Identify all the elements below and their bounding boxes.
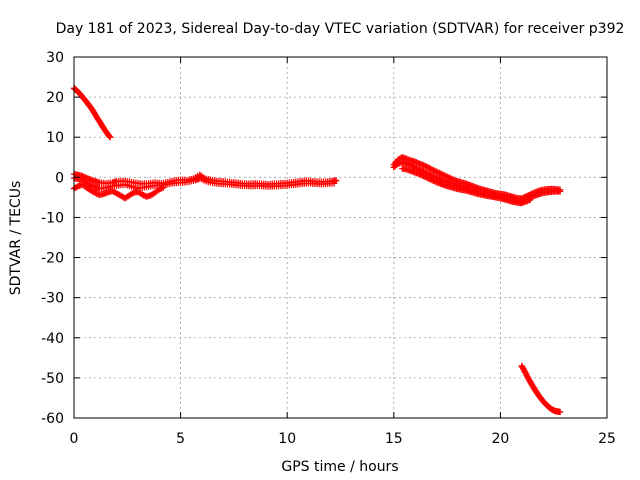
data-point — [404, 160, 412, 168]
y-tick-label: 10 — [46, 130, 64, 146]
axis-ticks: -60 -50 -40 -30 -20 -10 0 10 20 30 0 5 10 15 20 25 — [41, 50, 616, 447]
data-point — [423, 163, 430, 170]
data-point — [93, 190, 100, 197]
x-tick-label: 10 — [278, 431, 296, 447]
data-point — [139, 191, 146, 198]
y-tick-label: 0 — [55, 170, 64, 186]
data-point — [427, 176, 434, 183]
data-point — [417, 171, 425, 178]
data-point — [419, 172, 426, 179]
data-point — [424, 174, 432, 182]
data-point — [156, 186, 163, 193]
data-point — [107, 134, 114, 141]
data-point — [420, 172, 427, 180]
data-point — [403, 160, 410, 167]
data-point — [433, 168, 440, 175]
data-point — [106, 133, 113, 140]
data-point — [431, 167, 439, 175]
data-point — [527, 196, 534, 203]
data-point — [421, 162, 429, 170]
x-tick-label: 20 — [491, 431, 509, 447]
data-point — [428, 166, 436, 173]
data-point — [436, 169, 443, 177]
data-point — [428, 176, 436, 184]
series-arc-4 — [518, 362, 564, 416]
data-point — [438, 171, 446, 178]
data-point — [89, 182, 96, 190]
y-tick-label: -50 — [41, 371, 64, 387]
data-point — [556, 188, 564, 195]
plot-frame — [73, 56, 608, 419]
data-point — [158, 184, 166, 192]
data-point — [437, 170, 444, 177]
data-point — [427, 165, 434, 173]
data-point — [430, 177, 437, 185]
grid — [74, 57, 607, 418]
series-arc-2-middle — [70, 174, 338, 192]
data-point — [413, 159, 420, 166]
data-points — [70, 85, 564, 416]
data-point — [431, 178, 439, 185]
y-tick-label: 20 — [46, 90, 64, 106]
data-point — [90, 188, 98, 196]
data-point — [73, 183, 81, 191]
data-point — [140, 192, 147, 199]
data-point — [160, 184, 167, 191]
y-tick-label: -30 — [41, 291, 64, 307]
data-point — [421, 173, 429, 180]
y-tick-label: 30 — [46, 50, 64, 66]
data-point — [420, 162, 427, 169]
data-point — [90, 183, 98, 190]
data-point — [406, 161, 413, 168]
x-tick-label: 0 — [70, 431, 79, 447]
data-point — [92, 189, 99, 197]
y-tick-label: -40 — [41, 331, 64, 347]
y-tick-label: -10 — [41, 210, 64, 226]
data-point — [330, 180, 338, 187]
data-point — [414, 159, 422, 167]
chart-title: Day 181 of 2023, Sidereal Day-to-day VTE… — [56, 21, 625, 37]
series-arc-1 — [70, 85, 114, 141]
series-arc-3-lower — [399, 165, 534, 207]
y-axis-label: SDTVAR / TECUs — [8, 181, 24, 296]
data-point — [556, 408, 564, 416]
data-point — [426, 175, 433, 183]
y-tick-label: -60 — [41, 411, 64, 427]
data-point — [440, 171, 447, 179]
data-point — [157, 185, 164, 192]
series-arc-3-middle — [390, 158, 564, 205]
y-tick-label: -20 — [41, 251, 64, 267]
data-point — [129, 190, 136, 197]
data-point — [416, 170, 423, 178]
x-tick-label: 25 — [598, 431, 616, 447]
x-tick-label: 5 — [176, 431, 185, 447]
x-axis-label: GPS time / hours — [281, 459, 398, 475]
data-point — [411, 158, 419, 165]
series-arc-2-lower — [70, 181, 167, 202]
data-point — [423, 174, 430, 181]
data-point — [434, 169, 442, 176]
data-point — [430, 167, 437, 174]
x-tick-label: 15 — [385, 431, 403, 447]
